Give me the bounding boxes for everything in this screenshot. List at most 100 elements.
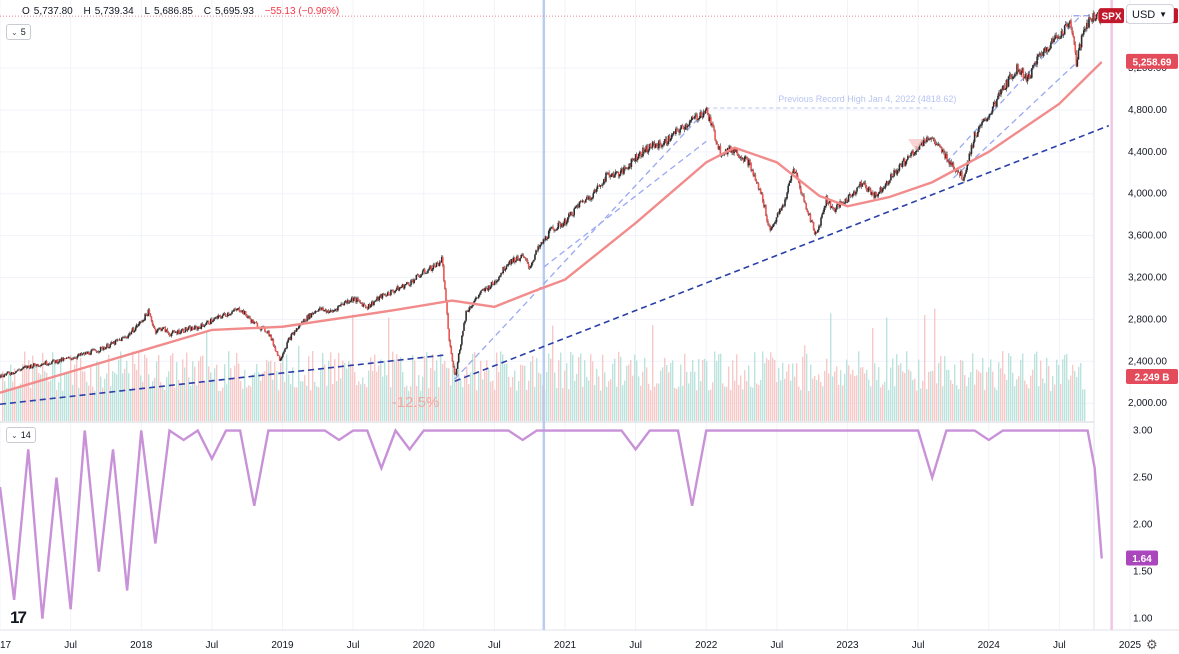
price-candle xyxy=(868,187,871,190)
price-candle xyxy=(502,266,505,274)
price-candle xyxy=(503,266,506,271)
price-candle xyxy=(351,297,354,302)
price-candle xyxy=(416,274,419,276)
price-candle xyxy=(757,183,760,190)
price-candle xyxy=(425,272,427,274)
volume-bar xyxy=(978,371,980,421)
price-candle xyxy=(895,170,898,175)
volume-bar xyxy=(966,386,968,421)
gear-icon[interactable]: ⚙ xyxy=(1146,637,1158,652)
volume-bar xyxy=(568,389,570,421)
price-axis[interactable]: 2,000.002,400.002,800.003,200.003,600.00… xyxy=(1128,63,1167,409)
volume-bar xyxy=(104,378,106,421)
price-candle xyxy=(736,149,739,155)
volume-bar xyxy=(518,381,520,421)
volume-bar xyxy=(172,353,174,421)
price-candle xyxy=(778,209,781,214)
price-candle xyxy=(699,112,702,119)
indicator-tick-label: 1.00 xyxy=(1133,614,1153,625)
price-candle xyxy=(901,160,904,168)
price-candle xyxy=(541,242,544,244)
price-candle xyxy=(1060,31,1063,38)
price-candle xyxy=(80,353,83,355)
price-candle xyxy=(219,315,222,318)
volume-bar xyxy=(410,386,412,421)
price-candle xyxy=(537,246,539,251)
volume-bar xyxy=(918,359,920,421)
volume-bar xyxy=(358,381,360,421)
price-candle xyxy=(859,181,862,186)
ma-period: 5 xyxy=(20,27,26,37)
price-candle xyxy=(540,242,543,245)
price-candle xyxy=(234,309,236,310)
price-candle xyxy=(463,323,465,331)
volume-bar xyxy=(776,382,778,421)
price-candle xyxy=(630,158,633,167)
volume-bar xyxy=(862,367,864,421)
volume-bars xyxy=(2,308,1086,421)
volume-bar xyxy=(224,364,226,421)
price-candle xyxy=(200,323,203,329)
price-candle xyxy=(466,310,468,312)
price-candle xyxy=(326,310,329,313)
price-candle xyxy=(1051,38,1053,43)
price-candle xyxy=(76,355,79,359)
volume-bar xyxy=(308,356,310,421)
rsi-period-pill[interactable]: ⌄ 14 xyxy=(6,427,36,443)
volume-bar xyxy=(408,390,410,421)
price-candle xyxy=(932,138,935,140)
volume-bar xyxy=(266,359,268,421)
price-candle xyxy=(933,138,936,142)
volume-bar xyxy=(490,381,492,421)
volume-bar xyxy=(624,380,626,421)
price-candle xyxy=(225,315,228,317)
volume-bar xyxy=(702,359,704,421)
price-candle xyxy=(743,156,746,162)
price-candle xyxy=(628,163,631,169)
price-candle xyxy=(531,262,533,267)
price-candle xyxy=(377,296,379,301)
price-candle xyxy=(110,342,113,345)
price-candle xyxy=(342,304,345,306)
price-candle xyxy=(173,331,176,333)
price-candle xyxy=(867,187,870,192)
volume-bar xyxy=(108,354,110,421)
price-candle xyxy=(140,321,142,323)
volume-bar xyxy=(212,378,214,421)
volume-bar xyxy=(310,390,312,421)
volume-bar xyxy=(612,363,614,421)
price-candle xyxy=(563,219,566,224)
price-candle xyxy=(449,340,452,347)
volume-bar xyxy=(794,376,796,421)
price-candle xyxy=(1044,48,1047,52)
time-axis[interactable]: 2017Jul2018Jul2019Jul2020Jul2021Jul2022J… xyxy=(0,640,1142,651)
currency-selector[interactable]: USD ▼ xyxy=(1126,4,1174,24)
volume-bar xyxy=(274,362,276,421)
indicator-axis[interactable]: 1.001.502.002.503.00 xyxy=(1133,426,1153,625)
price-candle xyxy=(288,337,291,340)
ma-period-pill[interactable]: ⌄ 5 xyxy=(6,24,31,40)
price-candle xyxy=(218,315,221,317)
price-candle xyxy=(267,331,269,333)
volume-bar xyxy=(616,386,618,421)
price-candle xyxy=(208,323,211,325)
price-candle xyxy=(20,369,22,371)
price-candle xyxy=(682,126,685,130)
price-candle xyxy=(70,358,72,360)
volume-bar xyxy=(312,351,314,421)
price-candle xyxy=(735,149,738,152)
price-candle xyxy=(343,302,346,305)
volume-bar xyxy=(352,314,354,421)
volume-bar xyxy=(552,325,554,421)
volume-bar xyxy=(360,384,362,421)
volume-bar xyxy=(630,360,632,421)
volume-bar xyxy=(948,369,950,421)
price-candle xyxy=(91,349,93,351)
price-candle xyxy=(519,258,521,261)
volume-bar xyxy=(604,372,606,421)
volume-bar xyxy=(914,378,916,421)
volume-bar xyxy=(332,383,334,421)
volume-bar xyxy=(504,364,506,421)
price-candle xyxy=(411,280,413,281)
